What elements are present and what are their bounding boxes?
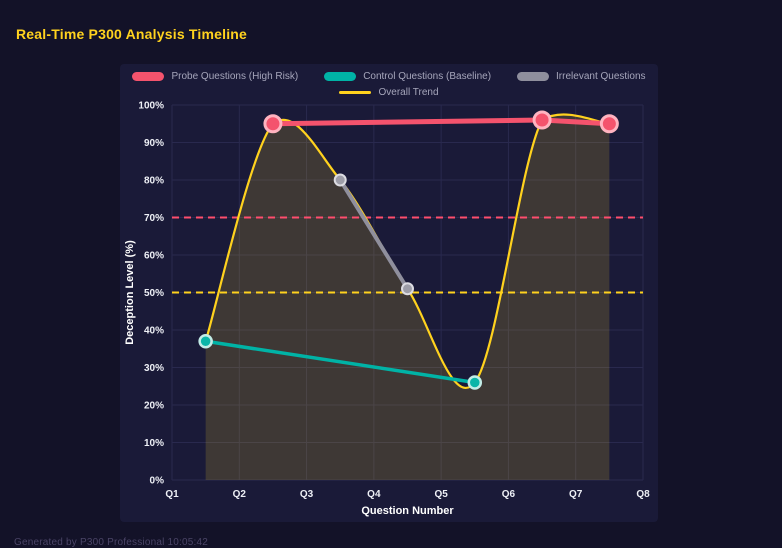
series-line [270, 117, 612, 127]
legend-label: Probe Questions (High Risk) [171, 71, 299, 82]
legend-label: Control Questions (Baseline) [363, 71, 492, 82]
y-tick-label: 70% [144, 213, 164, 224]
y-tick-label: 40% [144, 326, 164, 337]
x-tick-label: Q1 [165, 489, 179, 500]
data-point[interactable] [532, 110, 552, 130]
series-line [338, 178, 410, 291]
series-line [203, 339, 477, 385]
legend-swatch-icon [132, 72, 165, 81]
x-axis-title: Question Number [361, 505, 454, 517]
data-point[interactable] [401, 282, 414, 296]
y-tick-label: 10% [144, 438, 164, 449]
y-tick-label: 20% [144, 401, 164, 412]
trend-area [205, 114, 610, 480]
chart-panel: Probe Questions (High Risk) Control Quest… [120, 64, 658, 522]
legend-label: Overall Trend [378, 87, 439, 98]
legend-swatch-icon [324, 72, 357, 81]
chart-legend: Probe Questions (High Risk) Control Quest… [120, 71, 658, 98]
legend-swatch-icon [517, 72, 550, 81]
y-tick-label: 50% [144, 288, 164, 299]
chart-svg: Q1 Q2 Q3 Q4 Q5 Q6 Q7 Q8 0% 10% 20% 30% 40% 50% 60% 70% 8… [124, 101, 650, 518]
x-tick-label: Q8 [636, 489, 650, 500]
legend-item[interactable]: Overall Trend [339, 87, 439, 98]
data-point[interactable] [333, 173, 347, 187]
y-tick-label: 60% [144, 251, 164, 262]
y-tick-label: 80% [144, 176, 164, 187]
data-point[interactable] [467, 375, 483, 390]
data-point[interactable] [263, 114, 283, 134]
x-tick-label: Q3 [300, 489, 314, 500]
legend-item[interactable]: Irrelevant Questions [517, 71, 646, 82]
x-tick-label: Q6 [502, 489, 516, 500]
legend-item[interactable]: Control Questions (Baseline) [324, 71, 491, 82]
y-tick-label: 0% [150, 476, 165, 487]
legend-item[interactable]: Probe Questions (High Risk) [132, 71, 298, 82]
y-tick-label: 90% [144, 138, 164, 149]
legend-label: Irrelevant Questions [556, 71, 646, 82]
x-tick-label: Q4 [367, 489, 381, 500]
y-tick-label: 30% [144, 363, 164, 374]
data-point[interactable] [198, 334, 213, 349]
y-axis-title: Deception Level (%) [124, 240, 136, 345]
y-tick-label: 100% [138, 101, 164, 112]
page-title: Real-Time P300 Analysis Timeline [16, 26, 248, 42]
x-tick-label: Q7 [569, 489, 583, 500]
legend-swatch-icon [339, 91, 372, 94]
x-tick-label: Q2 [233, 489, 247, 500]
footer-note: Generated by P300 Professional 10:05:42 [14, 537, 209, 548]
data-point[interactable] [599, 114, 619, 134]
x-tick-label: Q5 [434, 489, 448, 500]
